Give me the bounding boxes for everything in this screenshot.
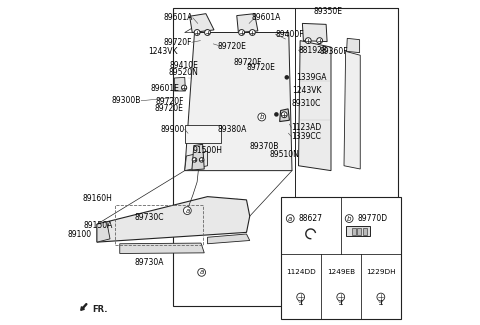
Circle shape <box>287 214 294 222</box>
Bar <box>363 228 367 235</box>
Text: 1243VK: 1243VK <box>292 86 322 95</box>
Circle shape <box>198 268 205 276</box>
Text: 89510N: 89510N <box>269 150 299 159</box>
Text: 89410E: 89410E <box>169 60 198 70</box>
Circle shape <box>239 30 244 35</box>
Text: 89380A: 89380A <box>217 125 247 134</box>
Bar <box>185 125 220 143</box>
Text: 89720F: 89720F <box>163 38 192 47</box>
Circle shape <box>258 113 265 121</box>
Circle shape <box>305 38 311 44</box>
Circle shape <box>199 158 204 162</box>
Text: 88192B: 88192B <box>299 46 327 55</box>
Text: 1339GA: 1339GA <box>296 73 326 83</box>
Circle shape <box>281 112 287 118</box>
Text: a: a <box>185 208 190 214</box>
Text: 89370B: 89370B <box>250 142 279 151</box>
Bar <box>173 8 397 306</box>
Polygon shape <box>237 14 258 32</box>
Polygon shape <box>344 51 360 169</box>
Circle shape <box>192 158 197 162</box>
Bar <box>281 197 401 318</box>
Text: 89601A: 89601A <box>252 13 281 22</box>
Polygon shape <box>347 38 360 53</box>
Polygon shape <box>192 144 204 170</box>
Text: 89720F: 89720F <box>155 97 184 106</box>
Bar <box>352 228 356 235</box>
FancyArrow shape <box>81 304 87 310</box>
Polygon shape <box>120 243 204 254</box>
Text: 89520N: 89520N <box>168 68 198 77</box>
Text: 89360F: 89360F <box>320 47 348 57</box>
Text: 91500H: 91500H <box>192 146 223 155</box>
Polygon shape <box>97 222 110 242</box>
Polygon shape <box>299 41 331 171</box>
Text: 89720E: 89720E <box>247 63 276 72</box>
Text: 89100: 89100 <box>68 230 92 239</box>
Text: 1249EB: 1249EB <box>327 269 355 275</box>
Text: 89350E: 89350E <box>313 7 342 16</box>
Polygon shape <box>302 23 327 42</box>
Text: 89601E: 89601E <box>150 84 179 93</box>
Bar <box>295 8 397 306</box>
Text: 88627: 88627 <box>299 214 323 223</box>
Text: 89310C: 89310C <box>291 99 321 108</box>
Circle shape <box>345 214 353 222</box>
Circle shape <box>204 30 210 35</box>
Text: 1339CC: 1339CC <box>291 132 321 141</box>
Circle shape <box>181 85 187 90</box>
Polygon shape <box>97 197 250 242</box>
Polygon shape <box>207 234 250 244</box>
Bar <box>346 226 370 236</box>
Text: 1123AD: 1123AD <box>291 123 322 132</box>
Bar <box>115 205 203 245</box>
Text: a: a <box>200 269 204 275</box>
Text: 89601A: 89601A <box>164 13 193 22</box>
Text: 1229DH: 1229DH <box>366 269 396 275</box>
Text: b: b <box>260 114 264 120</box>
Text: 89770D: 89770D <box>357 214 387 223</box>
Text: 89900: 89900 <box>160 125 185 134</box>
Text: 89720F: 89720F <box>234 58 263 67</box>
Text: FR.: FR. <box>92 305 108 314</box>
Text: 89720E: 89720E <box>155 104 184 113</box>
Circle shape <box>183 207 191 215</box>
Text: 1243VK: 1243VK <box>148 47 178 57</box>
Circle shape <box>337 293 345 301</box>
Text: 89300B: 89300B <box>111 96 141 105</box>
Circle shape <box>274 112 279 117</box>
Circle shape <box>317 38 323 44</box>
Text: 89730C: 89730C <box>134 213 164 222</box>
Text: 89730A: 89730A <box>134 258 164 267</box>
Text: 89160H: 89160H <box>83 194 113 203</box>
Text: a: a <box>288 215 292 222</box>
Text: 89150A: 89150A <box>83 221 113 230</box>
Polygon shape <box>190 14 214 32</box>
Text: 1124DD: 1124DD <box>286 269 315 275</box>
Polygon shape <box>174 77 185 91</box>
Text: 89720E: 89720E <box>217 42 246 51</box>
Circle shape <box>377 293 385 301</box>
Text: 89400F: 89400F <box>276 30 304 39</box>
Text: b: b <box>347 215 351 222</box>
Polygon shape <box>185 32 292 171</box>
Circle shape <box>250 30 255 35</box>
Circle shape <box>297 293 305 301</box>
Circle shape <box>194 30 200 35</box>
Bar <box>357 228 361 235</box>
Polygon shape <box>185 151 207 171</box>
Circle shape <box>285 75 289 80</box>
Polygon shape <box>280 109 289 122</box>
